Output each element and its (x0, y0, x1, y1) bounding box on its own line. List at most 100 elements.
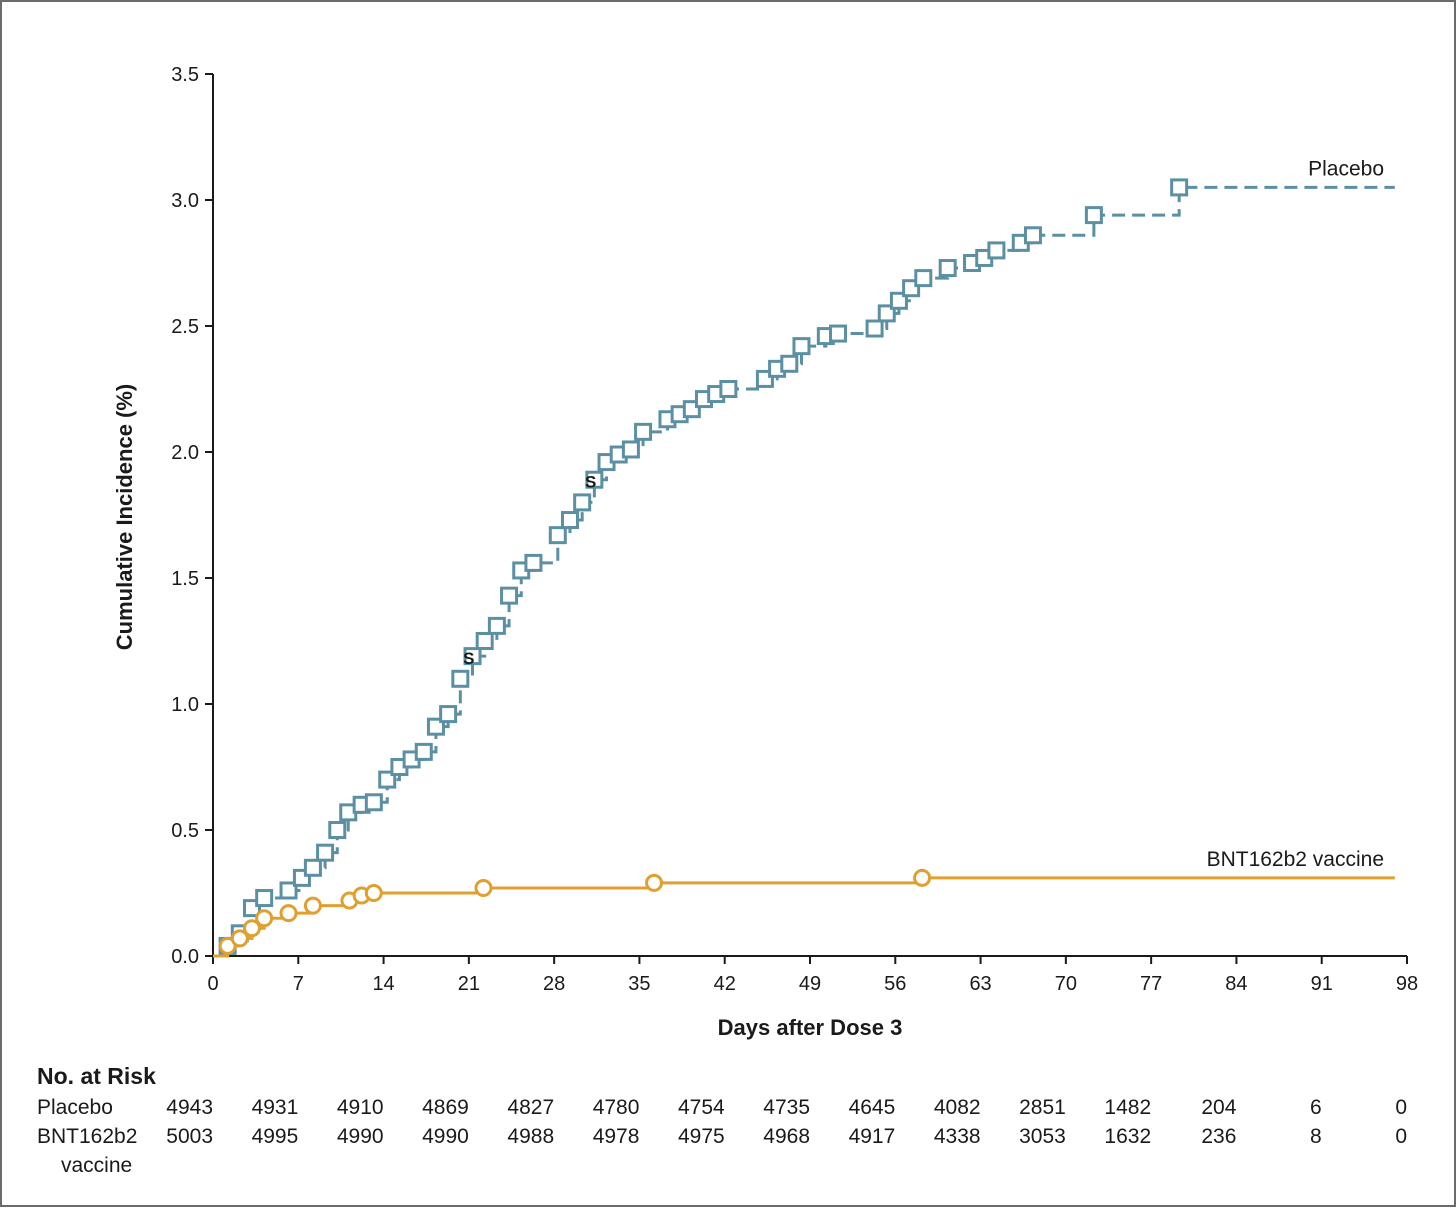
data-point (548, 526, 567, 545)
data-point (634, 422, 653, 441)
risk-value: 4917 (849, 1125, 896, 1148)
data-point (279, 881, 298, 900)
risk-row-label: Placebo (37, 1096, 113, 1119)
x-tick-label: 7 (293, 973, 304, 995)
risk-value: 4988 (507, 1125, 554, 1148)
risk-value: 1632 (1104, 1125, 1151, 1148)
data-point (829, 324, 848, 343)
x-tick-label: 70 (1055, 973, 1077, 995)
risk-table-rows: Placebo 4943 4931 4910 4869 4827 4780 4754 4735 4… (37, 1096, 1407, 1177)
risk-value: 4645 (849, 1096, 896, 1119)
x-tick-label: 14 (372, 973, 394, 995)
data-point (279, 904, 298, 923)
risk-value: 4827 (507, 1096, 554, 1119)
risk-table: No. at Risk Placebo 4943 4931 4910 4869 4827 4… (37, 1063, 1407, 1177)
data-point (1023, 226, 1042, 245)
x-tick-label: 21 (458, 973, 480, 995)
x-tick-label: 42 (714, 973, 736, 995)
risk-value: 2851 (1019, 1096, 1066, 1119)
risk-value: 4338 (934, 1125, 981, 1148)
risk-value: 6 (1310, 1096, 1322, 1119)
risk-value: 4995 (252, 1125, 299, 1148)
risk-value: 4990 (337, 1125, 384, 1148)
data-point (303, 858, 322, 877)
risk-row: BNT162b2 vaccine 5003 4995 4990 4990 4988 4978 4… (37, 1125, 1407, 1177)
y-tick-label: 2.0 (171, 442, 199, 464)
risk-value: 4754 (678, 1096, 725, 1119)
risk-value: 4968 (763, 1125, 810, 1148)
risk-row-label: BNT162b2 (37, 1125, 137, 1148)
risk-value: 4780 (593, 1096, 640, 1119)
data-point (242, 919, 261, 938)
x-tick-label: 98 (1396, 973, 1418, 995)
data-point (524, 553, 543, 572)
y-tick-label: 0.0 (171, 946, 199, 968)
y-tick-label: 3.5 (171, 64, 199, 86)
y-tick-label: 3.0 (171, 190, 199, 212)
data-point (560, 511, 579, 530)
data-point (1084, 206, 1103, 225)
data-point (316, 843, 335, 862)
x-tick-label: 35 (628, 973, 650, 995)
x-tick-label: 84 (1225, 973, 1247, 995)
risk-value: 8 (1310, 1125, 1322, 1148)
series-placebo (213, 178, 1395, 958)
risk-value: 4931 (252, 1096, 299, 1119)
risk-value: 4943 (166, 1096, 213, 1119)
x-axis-title: Days after Dose 3 (718, 1015, 903, 1040)
censor-annotation: S (463, 649, 474, 668)
data-point (487, 616, 506, 635)
risk-value: 4978 (593, 1125, 640, 1148)
risk-value: 3053 (1019, 1125, 1066, 1148)
risk-row-label: vaccine (61, 1154, 132, 1177)
y-tick-label: 1.5 (171, 568, 199, 590)
data-point (645, 873, 664, 892)
series-vaccine (213, 868, 1395, 958)
y-tick-label: 2.5 (171, 316, 199, 338)
data-point (573, 493, 592, 512)
censor-annotation: S (585, 473, 596, 492)
series-line (213, 185, 1395, 958)
risk-value: 236 (1201, 1125, 1236, 1148)
x-tick-label: 0 (207, 973, 218, 995)
risk-value: 4082 (934, 1096, 981, 1119)
series-line (213, 876, 1395, 958)
x-tick-label: 63 (969, 973, 991, 995)
series-layer (213, 178, 1395, 958)
y-tick-label: 0.5 (171, 820, 199, 842)
data-point (414, 742, 433, 761)
data-point (451, 669, 470, 688)
data-point (303, 896, 322, 915)
data-point (987, 241, 1006, 260)
data-point (230, 929, 249, 948)
data-point (255, 889, 274, 908)
risk-value: 0 (1395, 1096, 1407, 1119)
labels-layer: Placebo BNT162b2 vaccine S S (463, 157, 1384, 870)
data-point (328, 821, 347, 839)
x-tick-label: 28 (543, 973, 565, 995)
data-point (474, 878, 493, 897)
risk-value: 0 (1395, 1125, 1407, 1148)
series-label: Placebo (1308, 157, 1384, 180)
risk-value: 5003 (166, 1125, 213, 1148)
data-point (364, 793, 383, 812)
data-point (914, 269, 933, 288)
data-point (364, 884, 383, 902)
data-point (585, 470, 604, 489)
data-point (255, 909, 274, 928)
series-label: BNT162b2 vaccine (1207, 848, 1384, 871)
x-tick-label: 91 (1311, 973, 1333, 995)
data-point (792, 337, 811, 356)
x-tick-label: 77 (1140, 973, 1162, 995)
risk-value: 4735 (763, 1096, 810, 1119)
data-point (475, 632, 494, 650)
x-tick-label: 49 (799, 973, 821, 995)
data-point (621, 440, 640, 459)
y-axis-title: Cumulative Incidence (%) (112, 384, 137, 651)
x-tick-label: 56 (884, 973, 906, 995)
risk-value: 204 (1201, 1096, 1236, 1119)
risk-table-title: No. at Risk (37, 1063, 156, 1089)
risk-value: 4869 (422, 1096, 469, 1119)
